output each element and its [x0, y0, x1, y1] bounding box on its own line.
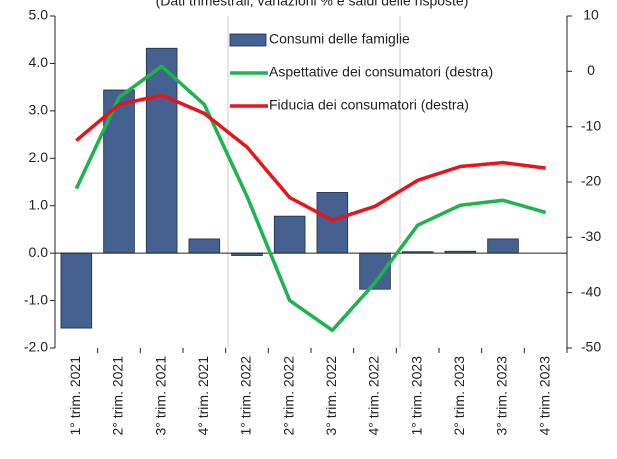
x-tick-label: 2° trim. 2022: [280, 356, 296, 436]
y2-tick-label: 0: [587, 62, 595, 78]
y2-tick-label: -20: [581, 173, 601, 189]
x-tick-label: 4° trim. 2021: [195, 356, 211, 436]
y-tick-label: 0.0: [29, 244, 49, 260]
bar: [103, 89, 135, 254]
x-tick-label: 3° trim. 2023: [494, 356, 510, 436]
x-tick-label: 3° trim. 2021: [152, 356, 168, 436]
x-tick-label: 1° trim. 2022: [238, 356, 254, 436]
legend-swatch: [229, 33, 267, 47]
bar: [273, 215, 306, 254]
bar: [316, 192, 349, 254]
y-tick-label: 3.0: [29, 102, 49, 118]
y2-tick-label: -10: [581, 117, 601, 133]
x-tick-label: 2° trim. 2021: [110, 356, 126, 436]
bar: [487, 238, 519, 254]
legend-label: Consumi delle famiglie: [269, 31, 410, 47]
x-tick-label: 1° trim. 2021: [67, 356, 83, 436]
y2-tick-label: -50: [581, 339, 601, 355]
legend-label: Fiducia dei consumatori (destra): [269, 97, 469, 113]
legend-label: Aspettative dei consumatori (destra): [269, 64, 493, 80]
y-tick-label: -2.0: [24, 339, 48, 355]
y-tick-label: 4.0: [29, 54, 49, 70]
line: [74, 64, 547, 333]
y2-tick-label: -40: [581, 283, 601, 299]
y-tick-label: 1.0: [29, 196, 49, 212]
bar: [188, 238, 221, 254]
y-tick-label: 2.0: [29, 149, 49, 165]
bar: [145, 47, 178, 254]
x-tick-label: 1° trim. 2023: [408, 356, 424, 436]
bar: [60, 252, 93, 329]
y-tick-label: -1.0: [24, 291, 48, 307]
chart-title: (Dati trimestrali; variazioni % e saldi …: [156, 0, 469, 9]
y2-tick-label: 10: [583, 7, 599, 23]
x-tick-label: 4° trim. 2023: [536, 356, 552, 436]
x-tick-label: 3° trim. 2022: [323, 356, 339, 436]
y-tick-label: 5.0: [29, 7, 49, 23]
line: [75, 93, 546, 222]
x-tick-label: 2° trim. 2023: [451, 356, 467, 436]
x-tick-label: 4° trim. 2022: [366, 356, 382, 436]
y2-tick-label: -30: [581, 228, 601, 244]
